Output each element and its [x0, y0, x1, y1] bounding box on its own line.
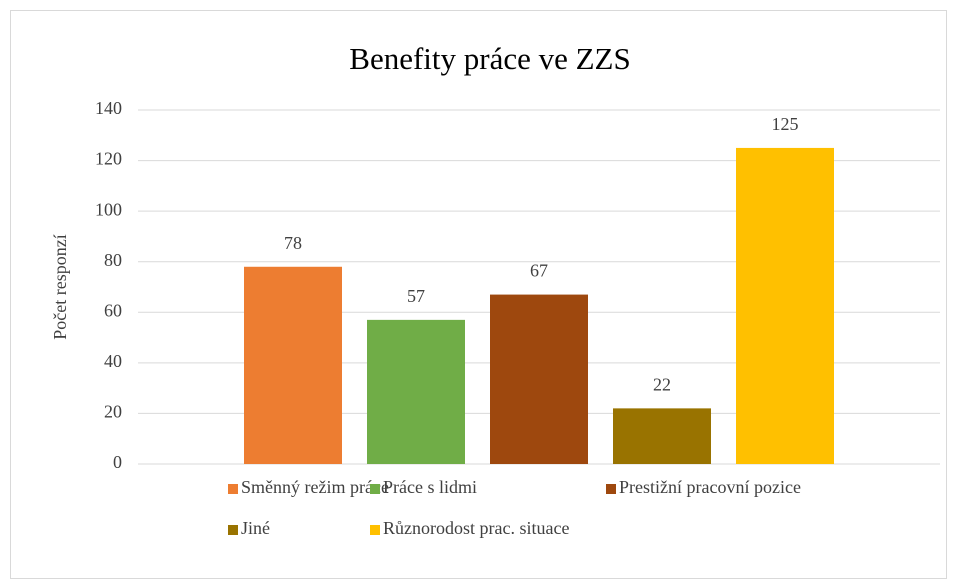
value-label: 67: [530, 261, 548, 281]
bar: [367, 319, 465, 464]
legend-swatch: [228, 484, 238, 494]
legend-label: Různorodost prac. situace: [383, 518, 569, 538]
legend-label: Práce s lidmi: [383, 477, 477, 497]
legend-label: Směnný režim práce: [241, 477, 389, 497]
bar: [613, 408, 711, 464]
legend-swatch: [370, 484, 380, 494]
y-axis-label: Počet responzí: [50, 234, 70, 339]
legend-swatch: [228, 525, 238, 535]
y-tick-label: 20: [104, 402, 122, 422]
y-tick-label: 80: [104, 250, 122, 270]
y-tick-label: 0: [113, 452, 122, 472]
value-label: 22: [653, 374, 671, 394]
legend-swatch: [370, 525, 380, 535]
y-tick-label: 60: [104, 300, 122, 320]
chart-title: Benefity práce ve ZZS: [349, 41, 630, 76]
y-tick-label: 140: [95, 98, 122, 118]
value-label: 57: [407, 286, 425, 306]
y-tick-label: 120: [95, 149, 122, 169]
bar: [490, 294, 588, 464]
legend-label: Jiné: [241, 518, 270, 538]
legend-swatch: [606, 484, 616, 494]
legend-label: Prestižní pracovní pozice: [619, 477, 801, 497]
y-tick-label: 40: [104, 351, 122, 371]
bar: [736, 147, 834, 464]
bar: [244, 266, 342, 464]
value-label: 78: [284, 233, 302, 253]
value-label: 125: [772, 114, 799, 134]
y-tick-label: 100: [95, 199, 122, 219]
